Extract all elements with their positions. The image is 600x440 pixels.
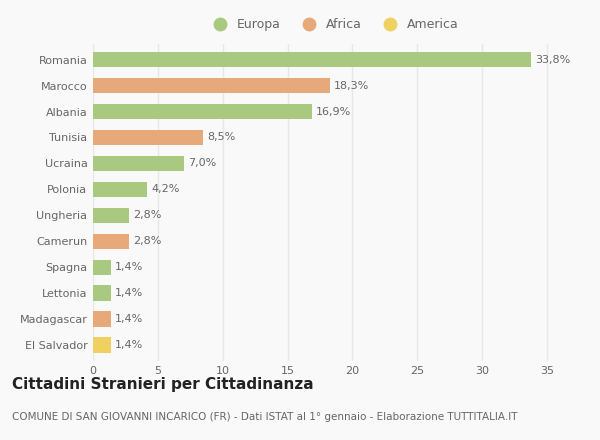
Bar [93,104,312,119]
Bar [93,312,111,327]
Bar [93,260,111,275]
Bar [93,286,111,301]
Text: 8,5%: 8,5% [207,132,235,143]
Bar [93,156,184,171]
Bar [93,52,532,67]
Text: 1,4%: 1,4% [115,288,143,298]
Text: 33,8%: 33,8% [535,55,571,65]
Legend: Europa, Africa, America: Europa, Africa, America [207,18,459,31]
Text: Cittadini Stranieri per Cittadinanza: Cittadini Stranieri per Cittadinanza [12,378,314,392]
Text: 2,8%: 2,8% [133,210,161,220]
Bar [93,130,203,145]
Text: 1,4%: 1,4% [115,314,143,324]
Text: 4,2%: 4,2% [151,184,180,194]
Bar [93,78,331,93]
Bar [93,182,148,197]
Text: 1,4%: 1,4% [115,262,143,272]
Text: 2,8%: 2,8% [133,236,161,246]
Text: 16,9%: 16,9% [316,106,352,117]
Text: 7,0%: 7,0% [188,158,216,169]
Bar [93,208,130,223]
Bar [93,234,130,249]
Text: 18,3%: 18,3% [334,81,370,91]
Text: 1,4%: 1,4% [115,340,143,350]
Bar [93,337,111,353]
Text: COMUNE DI SAN GIOVANNI INCARICO (FR) - Dati ISTAT al 1° gennaio - Elaborazione T: COMUNE DI SAN GIOVANNI INCARICO (FR) - D… [12,412,517,422]
